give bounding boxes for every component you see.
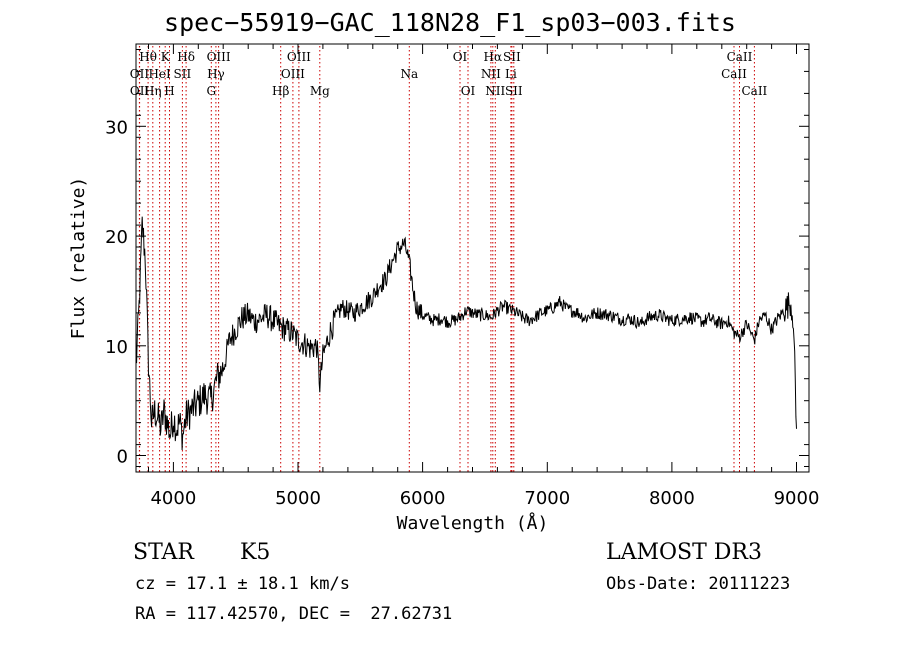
marker-label-25: CaII bbox=[721, 67, 747, 81]
marker-label-24: SII bbox=[505, 84, 523, 98]
line-markers bbox=[138, 46, 755, 472]
marker-label-27: CaII bbox=[741, 84, 767, 98]
marker-label-22: Li bbox=[505, 67, 517, 81]
redshift-text: cz = 17.1 ± 18.1 km/s bbox=[135, 574, 350, 594]
marker-label-2: OII bbox=[130, 84, 150, 98]
marker-label-4: HeI bbox=[148, 67, 171, 81]
plot-frame bbox=[135, 43, 810, 473]
x-tick-label-2: 6000 bbox=[400, 488, 446, 509]
x-tick-label-1: 5000 bbox=[275, 488, 321, 509]
marker-label-3: Hη bbox=[144, 84, 162, 98]
marker-label-11: OIII bbox=[207, 50, 231, 64]
x-tick-label-0: 4000 bbox=[150, 488, 196, 509]
axes: 4000 5000 6000 7000 8000 9000 0 10 20 30 Wavelengt… bbox=[68, 43, 820, 534]
marker-label-20: Hα bbox=[484, 50, 503, 64]
marker-label-0: Hθ bbox=[139, 50, 157, 64]
survey-name: LAMOST DR3 bbox=[606, 540, 762, 565]
y-tick-label-1: 10 bbox=[105, 337, 128, 358]
x-tick-label-4: 8000 bbox=[649, 488, 695, 509]
y-axis-label: Flux (relative) bbox=[68, 177, 89, 340]
marker-label-16: Na bbox=[400, 67, 418, 81]
x-axis-label: Wavelength (Å) bbox=[397, 512, 549, 534]
marker-label-18: OI bbox=[461, 84, 476, 98]
marker-label-14: OIII bbox=[287, 50, 311, 64]
marker-label-5: K bbox=[161, 50, 171, 64]
marker-label-12: Hβ bbox=[272, 84, 289, 98]
marker-label-1: OII bbox=[130, 67, 150, 81]
marker-label-19: NII bbox=[481, 67, 501, 81]
coordinates: RA = 117.42570, DEC = 27.62731 bbox=[135, 604, 453, 624]
object-subclass: K5 bbox=[240, 540, 271, 565]
marker-label-15: Mg bbox=[310, 84, 330, 98]
y-tick-label-3: 30 bbox=[105, 117, 128, 138]
obs-date: Obs-Date: 20111223 bbox=[606, 574, 791, 594]
marker-label-10: Hγ bbox=[207, 67, 225, 81]
marker-label-7: SII bbox=[174, 67, 192, 81]
marker-label-17: OI bbox=[453, 50, 468, 64]
marker-label-21: NII bbox=[485, 84, 505, 98]
chart-title: spec−55919−GAC_118N28_F1_sp03−003.fits bbox=[164, 8, 736, 37]
object-class: STAR bbox=[133, 540, 194, 565]
y-tick-label-2: 20 bbox=[105, 227, 128, 248]
x-tick-label-3: 7000 bbox=[524, 488, 570, 509]
spectrum-series bbox=[135, 216, 797, 451]
marker-label-6: H bbox=[164, 84, 174, 98]
x-tick-label-5: 9000 bbox=[774, 488, 820, 509]
y-tick-label-0: 0 bbox=[117, 447, 128, 468]
marker-label-23: SII bbox=[503, 50, 521, 64]
marker-label-13: OIII bbox=[281, 67, 305, 81]
spectrum-line bbox=[135, 216, 797, 451]
marker-labels: HθOIIOIIHηHeIKHSIIHδGHγOIIIHβOIIIOIIIMgN… bbox=[130, 50, 768, 98]
marker-label-9: G bbox=[207, 84, 217, 98]
marker-label-26: CaII bbox=[727, 50, 753, 64]
marker-label-8: Hδ bbox=[177, 50, 195, 64]
